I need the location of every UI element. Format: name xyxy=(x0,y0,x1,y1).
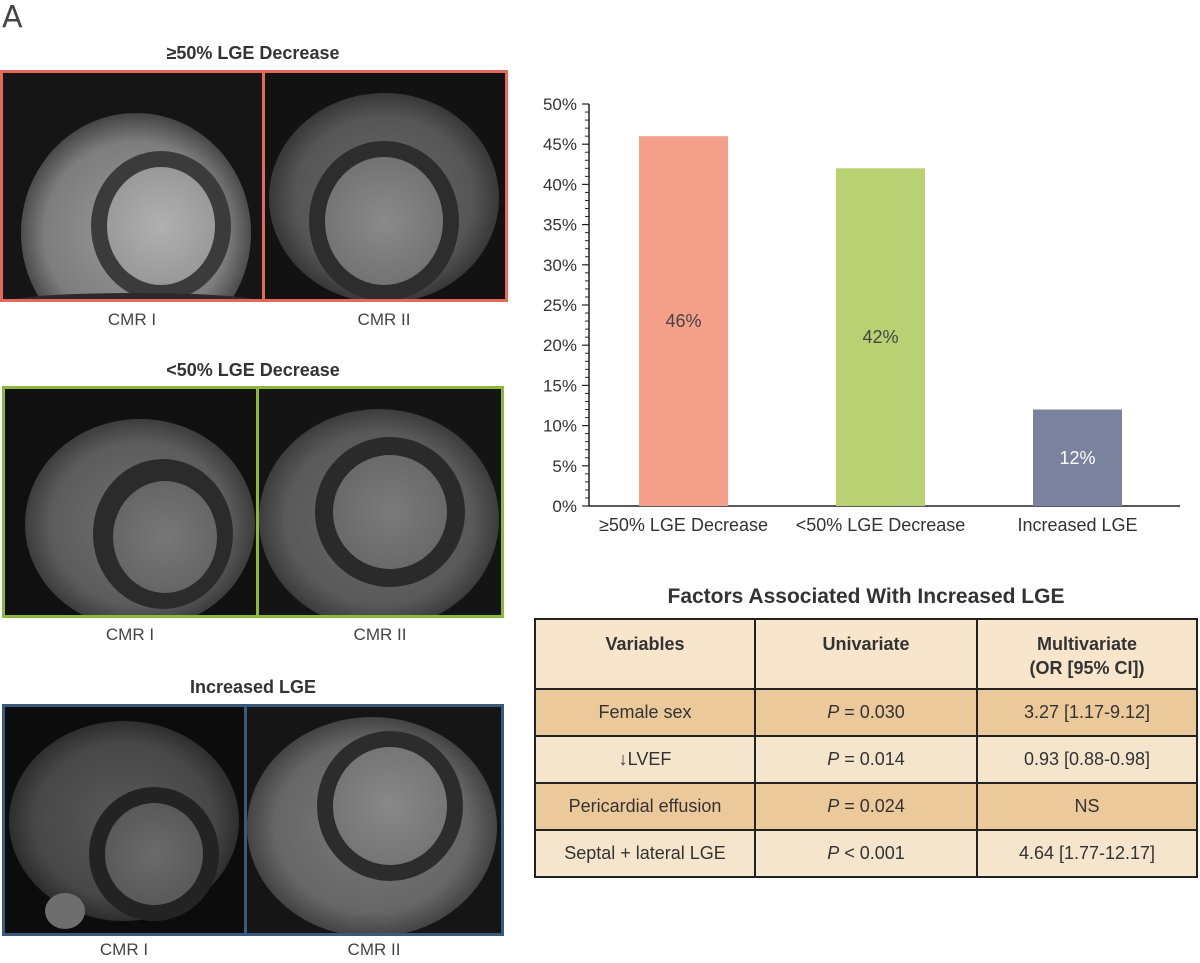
caption-cmr-2: CMR II xyxy=(353,625,407,644)
caption-cmr-2: CMR II xyxy=(347,940,401,959)
caption-cmr-1: CMR I xyxy=(99,940,149,959)
y-tick-label: 5% xyxy=(552,457,577,476)
header-univariate: Univariate xyxy=(754,618,978,690)
bar xyxy=(639,136,728,506)
table-row: Female sex P = 0.030 3.27 [1.17-9.12] xyxy=(534,688,1198,737)
mri-image-cmr-2 xyxy=(247,707,501,933)
cell-variable: Septal + lateral LGE xyxy=(534,829,756,878)
bar-data-label: 42% xyxy=(862,327,898,347)
y-tick-label: 0% xyxy=(552,497,577,516)
cell-multivariate: 3.27 [1.17-9.12] xyxy=(976,688,1198,737)
mri-pair-increased-lge xyxy=(2,704,504,936)
cell-variable: Pericardial effusion xyxy=(534,782,756,831)
bar xyxy=(1033,409,1122,506)
mri-image-cmr-1 xyxy=(3,73,265,299)
x-category-label: <50% LGE Decrease xyxy=(796,515,966,535)
header-variables: Variables xyxy=(534,618,756,690)
caption-cmr-1: CMR I xyxy=(107,310,157,329)
cell-univariate: P = 0.030 xyxy=(754,688,978,737)
cell-univariate: P = 0.024 xyxy=(754,782,978,831)
y-tick-label: 30% xyxy=(543,256,577,275)
bar-data-label: 46% xyxy=(665,311,701,331)
mri-image-cmr-2 xyxy=(259,389,501,615)
x-category-label: ≥50% LGE Decrease xyxy=(599,515,768,535)
group-title-decrease-50-plus: ≥50% LGE Decrease xyxy=(166,43,340,63)
cell-variable: ↓LVEF xyxy=(534,735,756,784)
x-category-label: Increased LGE xyxy=(1017,515,1137,535)
table-row: Pericardial effusion P = 0.024 NS xyxy=(534,782,1198,831)
panel-letter: A xyxy=(2,0,23,35)
table-row: Septal + lateral LGE P < 0.001 4.64 [1.7… xyxy=(534,829,1198,878)
cell-multivariate: 0.93 [0.88-0.98] xyxy=(976,735,1198,784)
bar-chart: 0% 5% 10% 15% 20% 25% 30% 35% 40% 45% 50% 46% ≥50% L… xyxy=(543,95,1180,535)
header-multivariate: Multivariate (OR [95% CI]) xyxy=(976,618,1198,690)
mri-image-cmr-1 xyxy=(5,389,259,615)
bar-data-label: 12% xyxy=(1059,448,1095,468)
group-title-decrease-under-50: <50% LGE Decrease xyxy=(166,360,340,380)
table-header-row: Variables Univariate Multivariate (OR [95… xyxy=(534,618,1198,690)
group-title-increased-lge: Increased LGE xyxy=(189,677,317,697)
mri-image-cmr-1 xyxy=(5,707,247,933)
y-tick-label: 20% xyxy=(543,336,577,355)
cell-univariate: P < 0.001 xyxy=(754,829,978,878)
mri-pair-decrease-50-plus xyxy=(0,70,508,302)
y-tick-label: 15% xyxy=(543,376,577,395)
cell-multivariate: NS xyxy=(976,782,1198,831)
cell-multivariate: 4.64 [1.77-12.17] xyxy=(976,829,1198,878)
y-tick-label: 10% xyxy=(543,417,577,436)
caption-cmr-2: CMR II xyxy=(357,310,411,329)
y-tick-label: 50% xyxy=(543,95,577,114)
y-tick-label: 40% xyxy=(543,175,577,194)
y-tick-label: 45% xyxy=(543,135,577,154)
y-tick-label: 25% xyxy=(543,296,577,315)
mri-image-cmr-2 xyxy=(265,73,505,299)
cell-univariate: P = 0.014 xyxy=(754,735,978,784)
caption-cmr-1: CMR I xyxy=(105,625,155,644)
bar xyxy=(836,168,925,506)
table-row: ↓LVEF P = 0.014 0.93 [0.88-0.98] xyxy=(534,735,1198,784)
mri-pair-decrease-under-50 xyxy=(2,386,504,618)
cell-variable: Female sex xyxy=(534,688,756,737)
factors-table: Variables Univariate Multivariate (OR [95… xyxy=(534,618,1198,878)
table-title: Factors Associated With Increased LGE xyxy=(667,585,1065,608)
y-tick-label: 35% xyxy=(543,216,577,235)
